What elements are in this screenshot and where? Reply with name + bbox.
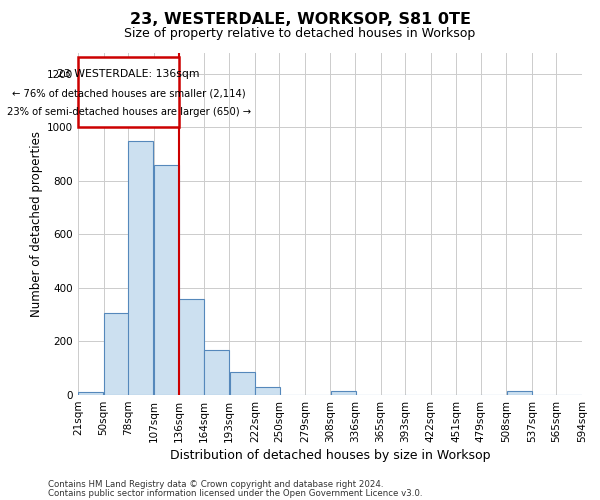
Text: 23% of semi-detached houses are larger (650) →: 23% of semi-detached houses are larger (… <box>7 107 251 117</box>
Bar <box>230 372 254 395</box>
Bar <box>154 165 179 395</box>
Bar <box>78 392 103 395</box>
Text: 23 WESTERDALE: 136sqm: 23 WESTERDALE: 136sqm <box>58 69 200 79</box>
Y-axis label: Number of detached properties: Number of detached properties <box>30 130 43 317</box>
Text: 23, WESTERDALE, WORKSOP, S81 0TE: 23, WESTERDALE, WORKSOP, S81 0TE <box>130 12 470 28</box>
Text: Contains public sector information licensed under the Open Government Licence v3: Contains public sector information licen… <box>48 488 422 498</box>
Bar <box>179 299 205 395</box>
Text: ← 76% of detached houses are smaller (2,114): ← 76% of detached houses are smaller (2,… <box>12 88 245 99</box>
Bar <box>104 314 129 395</box>
Bar <box>204 350 229 395</box>
Bar <box>255 387 280 395</box>
X-axis label: Distribution of detached houses by size in Worksop: Distribution of detached houses by size … <box>170 449 490 462</box>
Bar <box>506 392 532 395</box>
FancyBboxPatch shape <box>78 56 179 128</box>
Bar <box>331 392 356 395</box>
Text: Contains HM Land Registry data © Crown copyright and database right 2024.: Contains HM Land Registry data © Crown c… <box>48 480 383 489</box>
Bar <box>128 141 154 395</box>
Text: Size of property relative to detached houses in Worksop: Size of property relative to detached ho… <box>124 28 476 40</box>
